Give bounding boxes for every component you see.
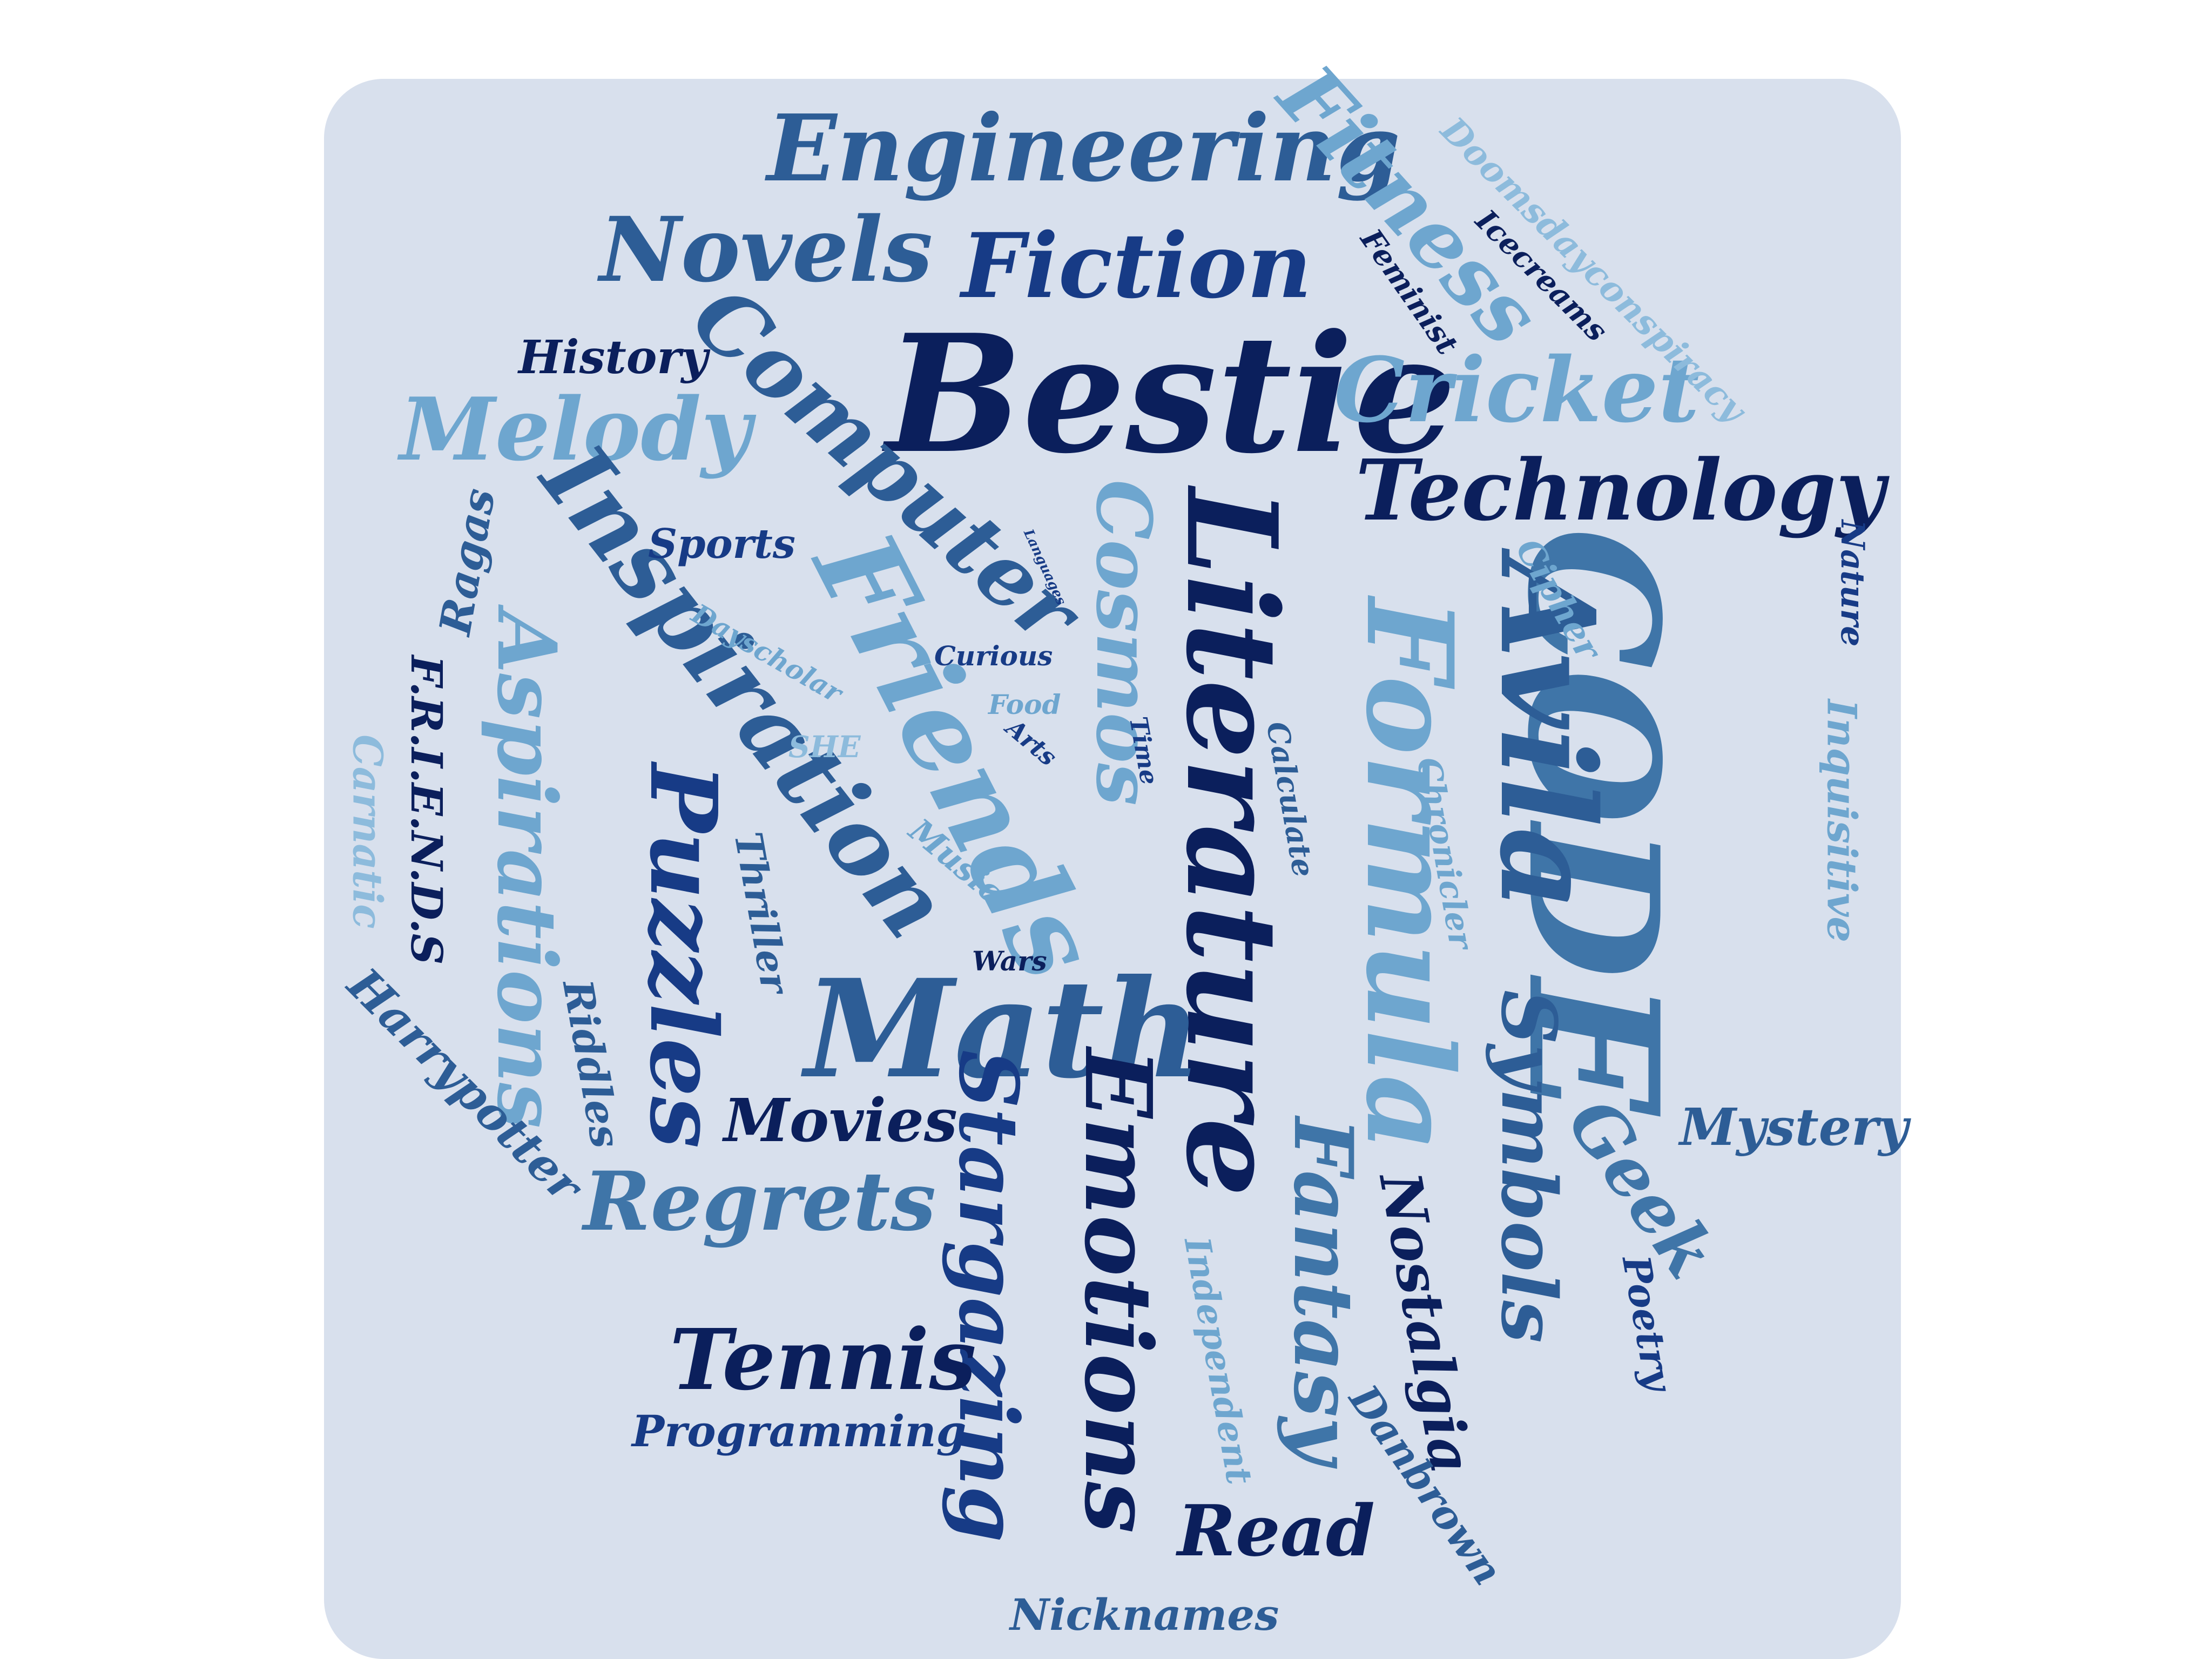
word-regrets: Regrets xyxy=(583,1154,936,1249)
word-stargazing: Stargazing xyxy=(941,1049,1036,1543)
word-programming: Programming xyxy=(632,1406,967,1456)
word-nature: Nature xyxy=(1833,520,1871,647)
word-melody: Melody xyxy=(400,379,752,480)
word-aspirations: Aspirations xyxy=(479,610,574,1129)
word-she: SHE xyxy=(788,729,861,764)
word-engineering: Engineering xyxy=(767,95,1401,203)
word-movies: Movies xyxy=(724,1085,957,1155)
word-curious: Curious xyxy=(934,640,1053,672)
word-history: History xyxy=(518,331,708,385)
word-emotions: Emotions xyxy=(1064,1048,1172,1534)
word-cloud-card xyxy=(324,79,1901,1659)
word-symbols: Symbols xyxy=(1484,990,1573,1343)
word-mystery: Mystery xyxy=(1680,1097,1908,1157)
word-bestie: Bestie xyxy=(886,299,1456,489)
word-puzzles: Puzzles xyxy=(629,763,737,1149)
word-tennis: Tennis xyxy=(670,1310,976,1409)
word-wars: Wars xyxy=(972,945,1047,977)
word-cricket: Cricket xyxy=(1334,338,1700,442)
word-nicknames: Nicknames xyxy=(1010,1589,1279,1640)
word-friends-acronym: F.R.I.E.N.D.S xyxy=(401,655,452,965)
word-food: Food xyxy=(988,689,1061,720)
word-technology: Technology xyxy=(1355,441,1885,539)
word-carnatic: Carnatic xyxy=(343,734,392,929)
word-inquisitive: Inquisitive xyxy=(1818,699,1866,943)
word-math: Math xyxy=(805,949,1202,1108)
word-read: Read xyxy=(1177,1489,1375,1572)
word-sports: Sports xyxy=(648,520,796,568)
word-novels: Novels xyxy=(599,197,933,302)
word-fiction: Fiction xyxy=(961,213,1312,318)
